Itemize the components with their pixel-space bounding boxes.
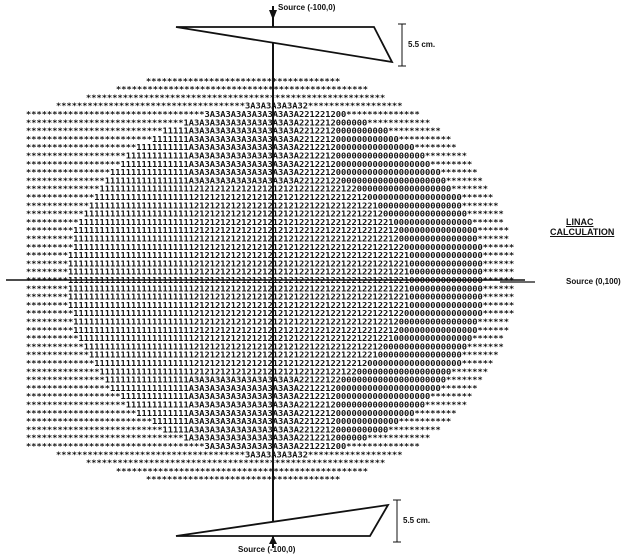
isodose-row: ********11111111111111111111111121212121… <box>26 301 515 310</box>
isodose-row: ****************************************… <box>86 93 386 102</box>
isodose-row: ***************1111111111111111A3A3A3A3A… <box>26 376 483 385</box>
top-wedge-thickness-label: 5.5 cm. <box>408 40 436 49</box>
bottom-source-label: Source (-100,0) <box>238 545 296 554</box>
top-source-label: Source (-100,0) <box>278 3 336 12</box>
isodose-row: ********11111111111111111111111121212121… <box>26 251 515 260</box>
isodose-row: ************1111111111111111111121212121… <box>26 201 499 210</box>
isodose-row: ************************1111111A3A3A3A3A… <box>26 135 452 144</box>
isodose-row: ********11111111111111111111111121212121… <box>26 284 515 293</box>
isodose-row: **************************11111A3A3A3A3A… <box>26 425 441 434</box>
isodose-row: **************************11111A3A3A3A3A… <box>26 127 441 136</box>
calculation-label-line1: LINAC <box>566 217 594 227</box>
isodose-row: ************************************* <box>146 475 341 484</box>
bottom-wedge-thickness-label: 5.5 cm. <box>403 516 431 525</box>
isodose-row: *********1111111111111111111111121212121… <box>26 235 509 244</box>
isodose-row: ************************1111111A3A3A3A3A… <box>26 417 452 426</box>
isodose-row: ******************1111111111111A3A3A3A3A… <box>26 160 473 169</box>
isodose-row: *******************111111111111A3A3A3A3A… <box>26 401 467 410</box>
isodose-row: ****************************************… <box>116 85 368 94</box>
isodose-row: *******************111111111111A3A3A3A3A… <box>26 152 467 161</box>
isodose-row: **********111111111111111111111121212121… <box>26 218 504 227</box>
isodose-row: ****************************************… <box>116 467 368 476</box>
isodose-row: **********111111111111111111111121212121… <box>26 334 504 343</box>
calculation-label-line2: CALCULATION <box>550 227 615 237</box>
isodose-row: ********11111111111111111111111121212121… <box>26 293 515 302</box>
right-source-label: Source (0,100) <box>566 277 621 286</box>
isodose-character-grid: ************************************* ***… <box>26 77 515 484</box>
isodose-row: *********1111111111111111111111121212121… <box>26 226 509 235</box>
isodose-row: ***********11111111111111111111121212121… <box>26 210 504 219</box>
isodose-row: **************11111111111111111121212121… <box>26 367 488 376</box>
isodose-row: ******************************1A3A3A3A3A… <box>26 434 431 443</box>
isodose-row: **********************************3A3A3A… <box>26 442 420 451</box>
isodose-row: ********11111111111111111111111121212121… <box>26 259 515 268</box>
isodose-row: ***********11111111111111111111121212121… <box>26 342 504 351</box>
isodose-row: *********1111111111111111111111121212121… <box>26 326 509 335</box>
isodose-row: ****************************************… <box>86 459 386 468</box>
isodose-row: **************11111111111111111121212121… <box>26 185 488 194</box>
isodose-row: ****************111111111111111A3A3A3A3A… <box>26 384 478 393</box>
isodose-row: ************************************* <box>146 77 341 86</box>
isodose-row: *********1111111111111111111111121212121… <box>26 318 509 327</box>
isodose-row: ******************1111111111111A3A3A3A3A… <box>26 392 473 401</box>
isodose-row: *********************1111111111A3A3A3A3A… <box>26 409 457 418</box>
isodose-row: ****************111111111111111A3A3A3A3A… <box>26 168 478 177</box>
isodose-row: *************111111111111111111121212121… <box>26 359 494 368</box>
isodose-row: ************************************3A3A… <box>56 102 403 111</box>
bottom-source-arrow-icon <box>269 536 277 544</box>
isodose-row: *************111111111111111111121212121… <box>26 193 494 202</box>
isodose-row: ********11111111111111111111111121212121… <box>26 268 515 277</box>
isodose-row: ************************************3A3A… <box>56 450 403 459</box>
top-source-arrow-icon <box>269 10 277 20</box>
isodose-row: ******************************1A3A3A3A3A… <box>26 118 431 127</box>
isodose-row: ************1111111111111111111121212121… <box>26 351 499 360</box>
top-wedge-filter <box>175 26 394 64</box>
isodose-row: *********1111111111111111111111121212121… <box>26 243 515 252</box>
bottom-wedge-filter <box>175 503 390 537</box>
isodose-row: *********1111111111111111111111121212121… <box>26 309 515 318</box>
isodose-row: *********************1111111111A3A3A3A3A… <box>26 143 457 152</box>
isodose-row: ***************1111111111111111A3A3A3A3A… <box>26 176 483 185</box>
isodose-row: **********************************3A3A3A… <box>26 110 420 119</box>
